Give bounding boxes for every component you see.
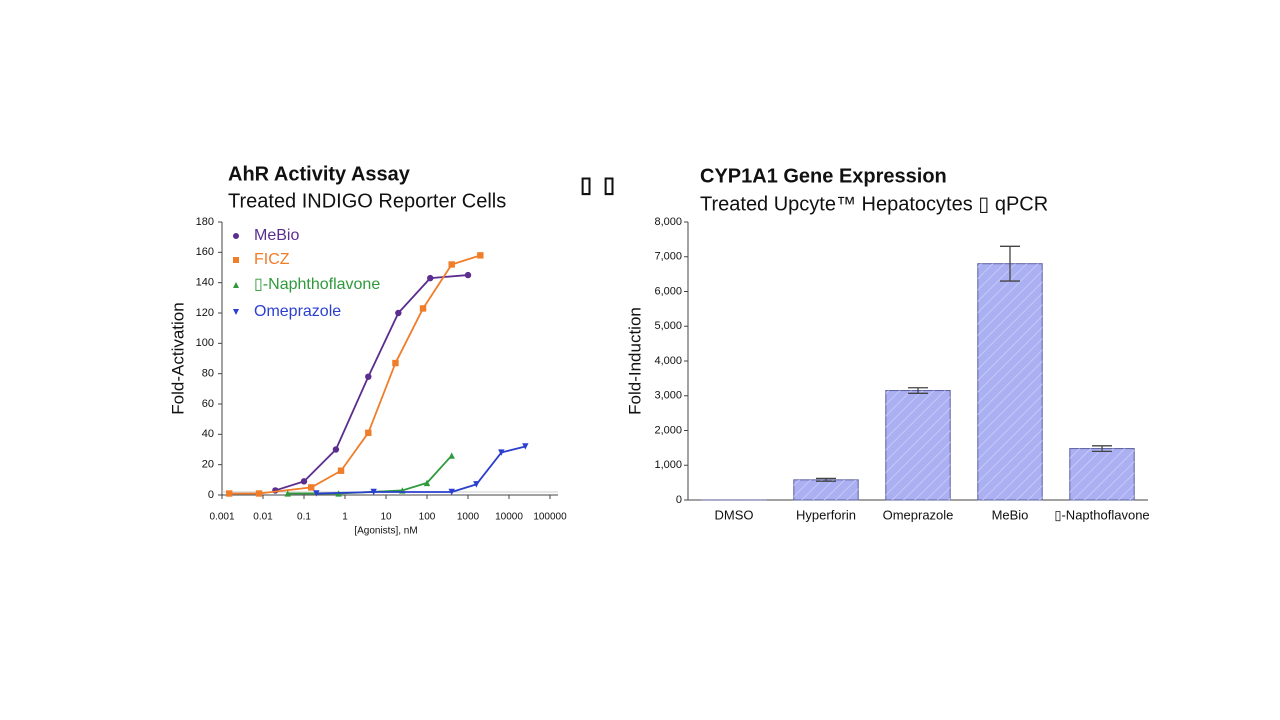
marker bbox=[392, 359, 399, 367]
y-tick-label: 3,000 bbox=[654, 390, 682, 402]
legend-label: Omeprazole bbox=[254, 303, 341, 320]
marker bbox=[337, 467, 345, 474]
y-tick-label: 160 bbox=[196, 246, 214, 258]
legend-marker bbox=[233, 233, 239, 239]
marker bbox=[313, 490, 320, 497]
error-bar bbox=[1092, 445, 1112, 452]
marker bbox=[448, 452, 455, 459]
marker bbox=[284, 490, 291, 497]
legend-label: MeBio bbox=[254, 227, 299, 244]
marker bbox=[448, 488, 455, 496]
y-tick-label: 100 bbox=[196, 337, 214, 349]
marker bbox=[365, 373, 372, 380]
legend-label: FICZ bbox=[254, 251, 290, 268]
bar-hatch bbox=[885, 390, 951, 500]
marker bbox=[477, 252, 484, 259]
y-tick-label: 5,000 bbox=[654, 320, 682, 332]
x-axis-label: [Agonists], nM bbox=[354, 526, 417, 537]
x-tick-label: 0.1 bbox=[297, 512, 311, 523]
y-axis-label: Fold-Activation bbox=[168, 302, 187, 414]
marker bbox=[300, 478, 308, 485]
marker bbox=[395, 309, 402, 317]
x-tick-label: ▯-Napthoflavone bbox=[1054, 507, 1149, 522]
bar-hatch bbox=[977, 263, 1043, 500]
marker bbox=[419, 305, 427, 312]
y-tick-label: 140 bbox=[196, 277, 214, 289]
error-bar bbox=[1000, 245, 1020, 282]
legend-marker bbox=[233, 309, 239, 315]
y-tick-label: 0 bbox=[676, 494, 682, 506]
series-line bbox=[316, 445, 526, 495]
y-tick-label: 4,000 bbox=[654, 355, 682, 367]
marker bbox=[332, 446, 340, 453]
chart-title: AhR Activity Assay bbox=[228, 163, 411, 185]
x-tick-label: 1 bbox=[342, 512, 348, 523]
glyph: ▯ bbox=[603, 172, 615, 197]
marker bbox=[370, 488, 377, 496]
y-tick-label: 60 bbox=[202, 398, 214, 410]
y-tick-label: 40 bbox=[202, 428, 214, 440]
y-tick-label: 80 bbox=[202, 368, 214, 380]
x-tick-label: 100 bbox=[419, 512, 436, 523]
marker bbox=[255, 490, 263, 497]
error-bar bbox=[908, 387, 928, 394]
marker bbox=[365, 429, 372, 437]
y-axis-label: Fold-Induction bbox=[625, 307, 644, 415]
y-tick-label: 6,000 bbox=[654, 285, 682, 297]
glyph: ▯ bbox=[580, 172, 592, 197]
x-tick-label: 0.001 bbox=[209, 512, 234, 523]
x-tick-label: MeBio bbox=[992, 507, 1029, 522]
legend-label: ▯-Naphthoflavone bbox=[254, 276, 380, 293]
marker bbox=[226, 490, 233, 497]
marker bbox=[498, 449, 505, 456]
y-tick-label: 180 bbox=[196, 216, 214, 228]
marker bbox=[308, 484, 315, 491]
marker bbox=[423, 479, 431, 487]
x-tick-label: 0.01 bbox=[253, 512, 273, 523]
bar-hatch bbox=[1069, 448, 1135, 500]
marker bbox=[522, 443, 529, 450]
x-tick-label: Omeprazole bbox=[883, 507, 954, 522]
y-tick-label: 8,000 bbox=[654, 216, 682, 228]
marker bbox=[448, 261, 455, 268]
y-tick-label: 2,000 bbox=[654, 424, 682, 436]
x-tick-label: 10000 bbox=[495, 512, 523, 523]
error-bar bbox=[816, 477, 836, 482]
marker bbox=[427, 274, 434, 282]
chart-title: CYP1A1 Gene Expression bbox=[700, 165, 947, 187]
y-tick-label: 1,000 bbox=[654, 459, 682, 471]
chart-subtitle: Treated INDIGO Reporter Cells bbox=[228, 190, 506, 212]
y-tick-label: 7,000 bbox=[654, 251, 682, 263]
y-tick-label: 0 bbox=[208, 489, 214, 501]
chart-subtitle: Treated Upcyte™ Hepatocytes ▯ qPCR bbox=[700, 193, 1048, 215]
legend-marker bbox=[233, 282, 239, 288]
x-tick-label: Hyperforin bbox=[796, 507, 856, 522]
marker bbox=[473, 481, 480, 488]
x-tick-label: 1000 bbox=[457, 512, 480, 523]
bar-hatch bbox=[793, 479, 859, 500]
marker bbox=[464, 271, 472, 279]
y-tick-label: 120 bbox=[196, 307, 214, 319]
y-tick-label: 20 bbox=[202, 459, 214, 471]
x-tick-label: 100000 bbox=[533, 512, 567, 523]
x-tick-label: 10 bbox=[380, 512, 392, 523]
legend-marker bbox=[233, 257, 239, 263]
x-tick-label: DMSO bbox=[715, 507, 754, 522]
